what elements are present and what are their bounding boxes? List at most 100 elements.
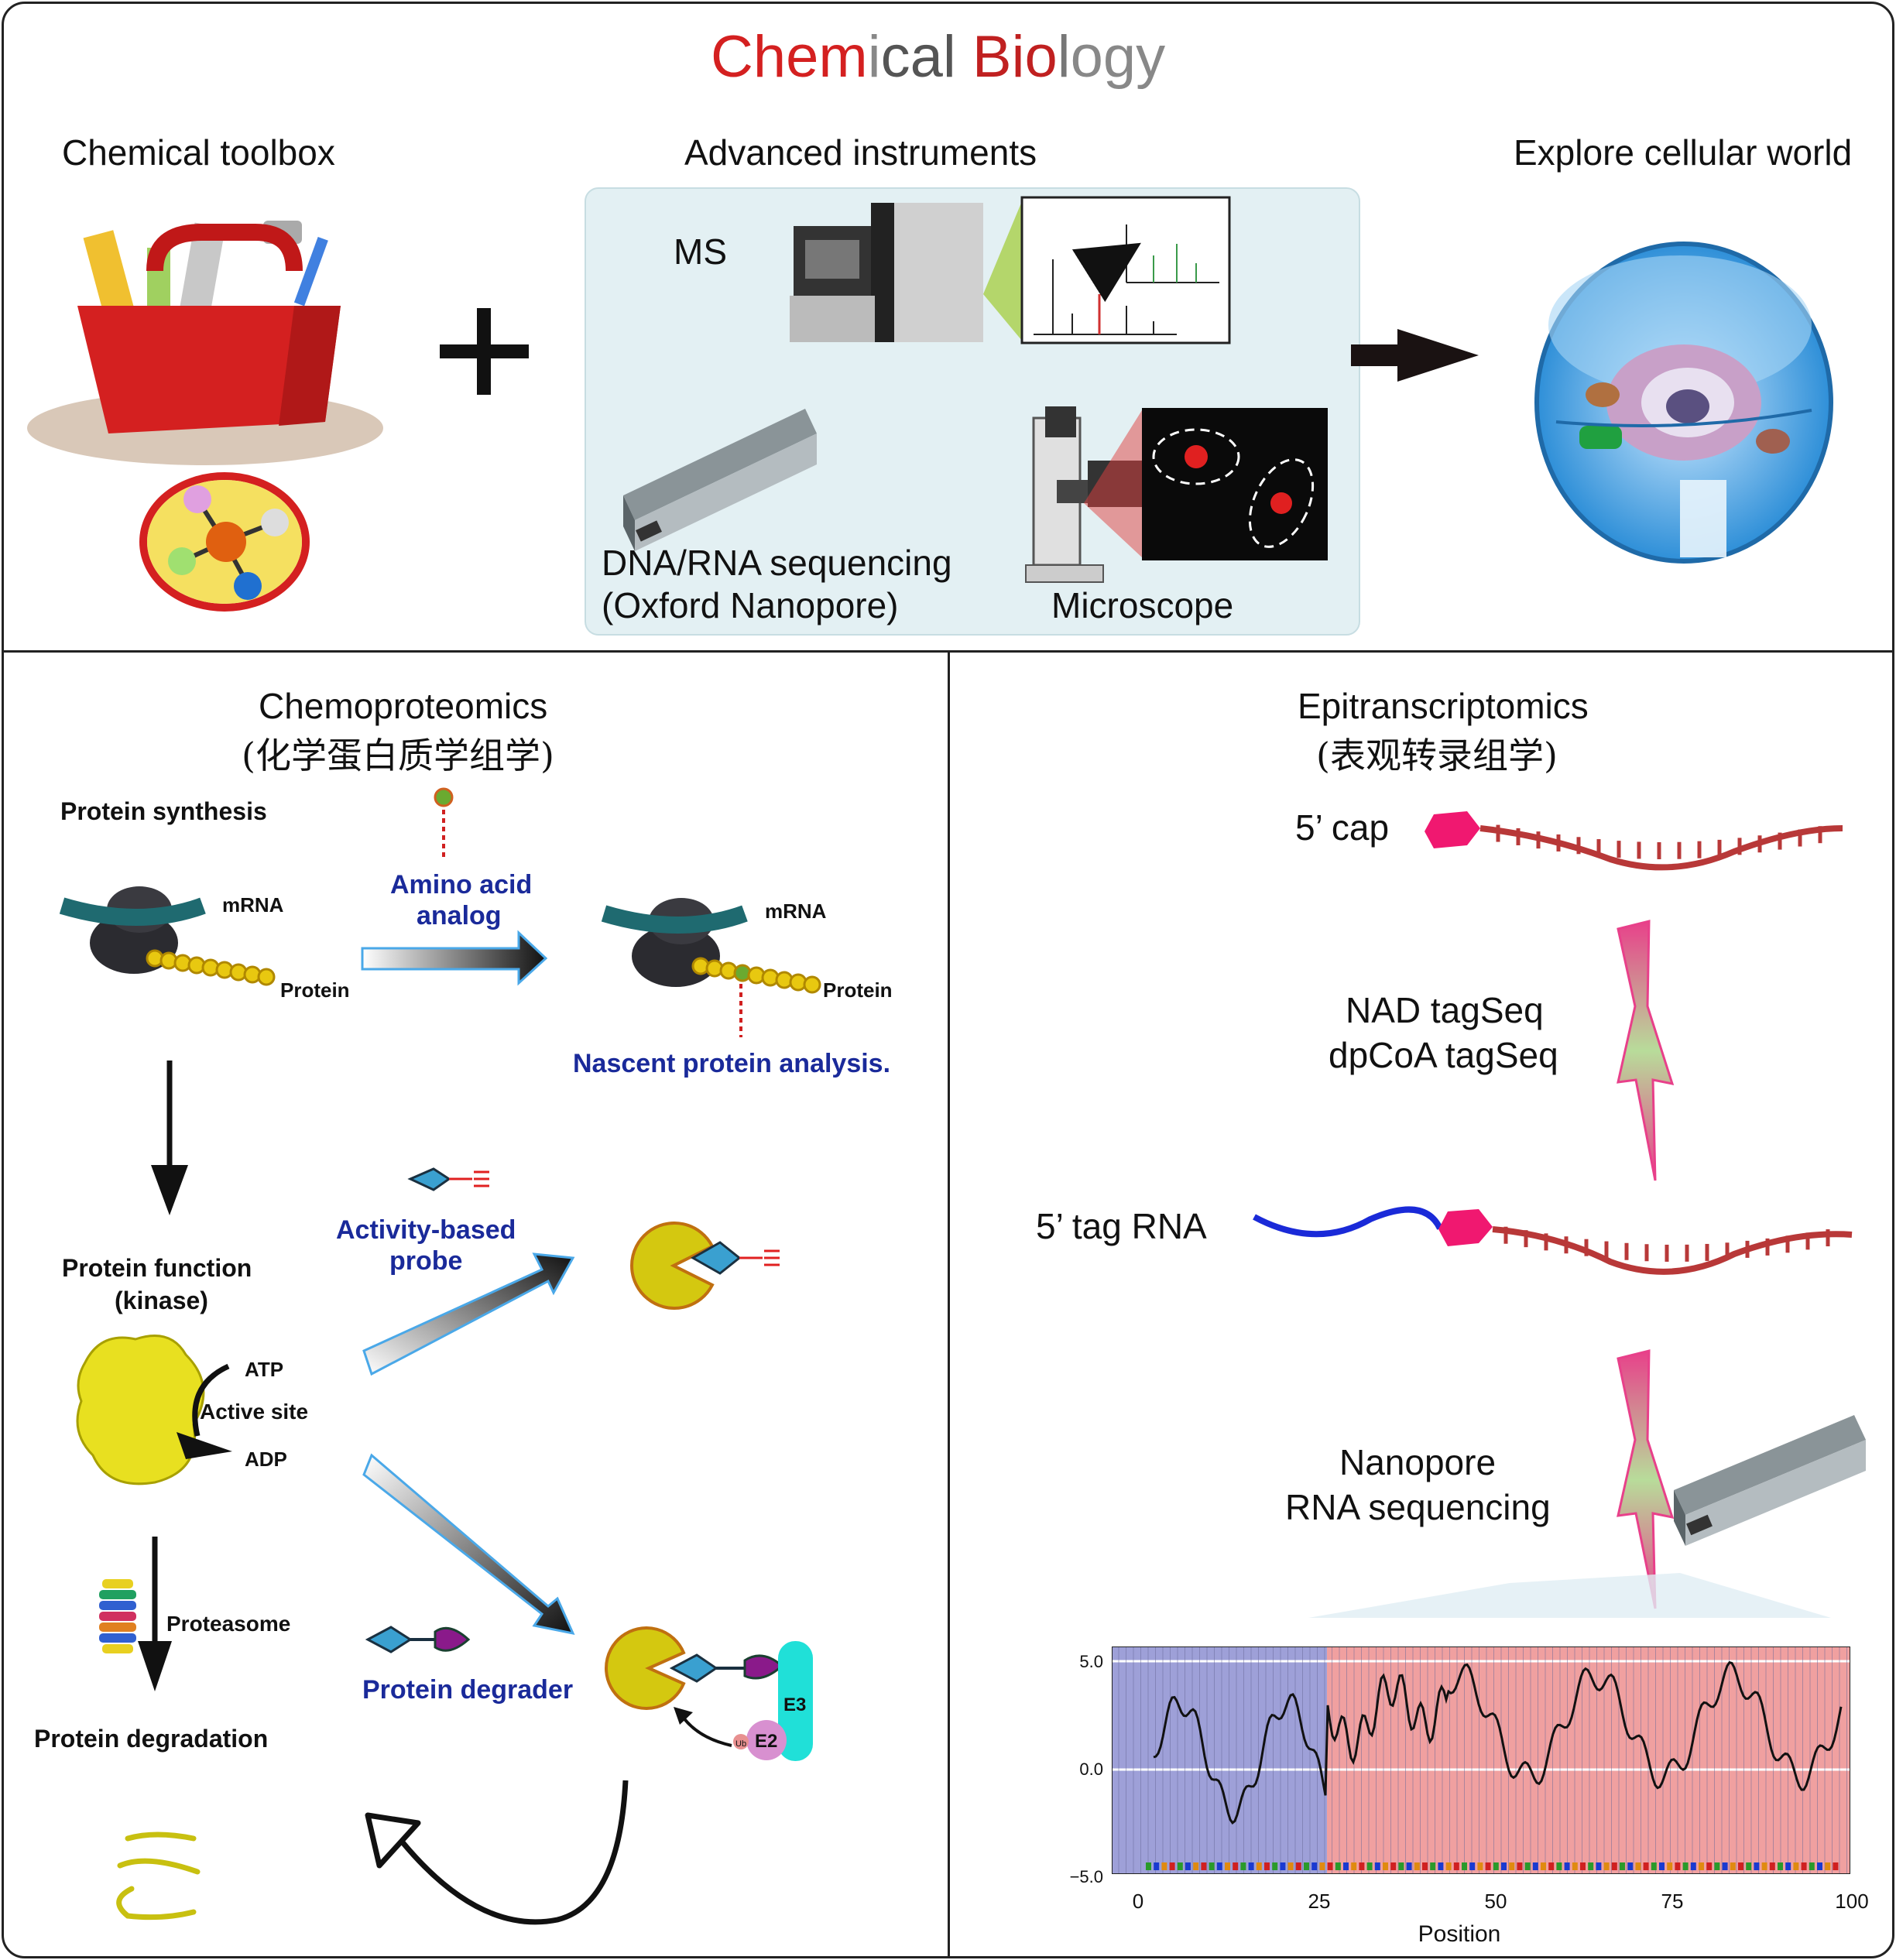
base-call-mark xyxy=(1469,1862,1476,1870)
base-call-mark xyxy=(1738,1862,1743,1870)
adp-label: ADP xyxy=(245,1448,287,1471)
signal-plot xyxy=(1112,1646,1850,1878)
base-call-mark xyxy=(1374,1862,1380,1870)
base-call-mark xyxy=(1343,1862,1349,1870)
base-call-mark xyxy=(1588,1862,1594,1870)
base-call-mark xyxy=(1287,1862,1294,1870)
nanopore-device-icon-2 xyxy=(1674,1415,1866,1546)
protein-function-label-2: (kinase) xyxy=(115,1287,208,1314)
base-call-mark xyxy=(1280,1862,1286,1870)
base-call-mark xyxy=(1453,1862,1459,1870)
base-call-mark xyxy=(1209,1862,1215,1870)
x-axis-label: Position xyxy=(1418,1921,1501,1947)
base-call-mark xyxy=(1169,1862,1175,1870)
molecule-icon xyxy=(139,472,310,612)
base-call-mark xyxy=(1161,1862,1167,1870)
amino-acid-analog-label-1: Amino acid xyxy=(390,870,533,899)
base-call-mark xyxy=(1532,1862,1538,1870)
base-call-mark xyxy=(1477,1862,1483,1870)
peptide-chain-icon-1 xyxy=(146,949,276,986)
recycle-arrow-icon xyxy=(365,1780,629,1925)
base-call-mark xyxy=(1809,1862,1815,1870)
chemoproteomics-heading: Chemoproteomics xyxy=(259,686,548,726)
epitranscriptomics-heading: Epitranscriptomics xyxy=(1298,686,1589,726)
base-call-mark xyxy=(1564,1862,1570,1870)
activity-probe-label-2: probe xyxy=(389,1246,463,1276)
base-call-mark xyxy=(1659,1862,1665,1870)
tagseq-label-2: dpCoA tagSeq xyxy=(1329,1035,1558,1075)
tagseq-arrow-icon xyxy=(1617,920,1675,1181)
base-call-mark xyxy=(1335,1862,1341,1870)
nanopore-device-icon xyxy=(623,409,817,551)
chemical-toolbox-label: Chemical toolbox xyxy=(62,132,335,173)
explore-cellular-world-label: Explore cellular world xyxy=(1514,132,1853,173)
base-call-mark xyxy=(1722,1862,1728,1870)
base-call-mark xyxy=(1651,1862,1657,1870)
mrna-label-1: mRNA xyxy=(222,893,284,917)
base-call-mark xyxy=(1778,1862,1783,1870)
synthesis-arrow-icon xyxy=(361,930,548,986)
base-call-mark xyxy=(1611,1862,1617,1870)
base-call-mark xyxy=(1445,1862,1452,1870)
nanopore-label-1: Nanopore xyxy=(1339,1442,1497,1482)
base-call-mark xyxy=(1383,1862,1388,1870)
base-call-mark xyxy=(1596,1862,1602,1870)
base-call-mark xyxy=(1366,1862,1373,1870)
base-call-mark xyxy=(1690,1862,1696,1870)
base-call-mark xyxy=(1761,1862,1767,1870)
y-tick-0: 0.0 xyxy=(1079,1760,1103,1779)
five-prime-cap-label: 5’ cap xyxy=(1295,807,1390,848)
active-site-label: Active site xyxy=(200,1400,309,1424)
base-call-mark xyxy=(1430,1862,1436,1870)
nanopore-label-2: RNA sequencing xyxy=(1285,1487,1551,1527)
enzyme-probe-complex-icon xyxy=(630,1222,780,1310)
y-tick-neg5: −5.0 xyxy=(1070,1867,1103,1886)
amino-acid-bead xyxy=(257,968,276,986)
protein-degradation-label: Protein degradation xyxy=(34,1725,269,1753)
base-call-mark xyxy=(1193,1862,1199,1870)
activity-probe-label-1: Activity-based xyxy=(336,1215,516,1245)
base-call-mark xyxy=(1556,1862,1562,1870)
tagseq-label-1: NAD tagSeq xyxy=(1346,990,1544,1030)
amino-acid-analog-icon xyxy=(434,787,454,859)
x-tick-50: 50 xyxy=(1485,1890,1507,1913)
base-call-mark xyxy=(1635,1862,1641,1870)
base-call-mark xyxy=(1154,1862,1160,1870)
protein-label-2: Protein xyxy=(823,978,893,1002)
e2-label: E2 xyxy=(755,1731,777,1752)
down-arrow-icon-2 xyxy=(138,1537,172,1691)
rna-bases-icon-1 xyxy=(1496,824,1822,859)
five-prime-tag-rna-label: 5’ tag RNA xyxy=(1036,1206,1207,1246)
epitranscriptomics-heading-cn: (表观转录组学) xyxy=(1316,735,1558,776)
title-part: Chem xyxy=(711,24,868,90)
base-call-mark xyxy=(1398,1862,1404,1870)
base-call-mark xyxy=(1572,1862,1578,1870)
base-call-mark xyxy=(1462,1862,1467,1870)
base-call-mark xyxy=(1825,1862,1831,1870)
base-call-mark xyxy=(1643,1862,1649,1870)
base-call-mark xyxy=(1185,1862,1191,1870)
base-call-mark xyxy=(1675,1862,1681,1870)
probe-arrow-icon xyxy=(362,1252,575,1376)
e3-label: E3 xyxy=(783,1694,806,1715)
microscope-icon xyxy=(1025,406,1328,583)
cell-icon xyxy=(1534,242,1833,564)
x-tick-0: 0 xyxy=(1133,1890,1143,1913)
base-call-mark xyxy=(1706,1862,1713,1870)
capped-rna-icon xyxy=(1425,811,1843,871)
base-call-mark xyxy=(1627,1862,1634,1870)
base-call-mark xyxy=(1667,1862,1673,1870)
title-part: ogy xyxy=(1070,24,1166,90)
mass-spectrometer-icon xyxy=(790,196,1231,344)
base-call-mark xyxy=(1359,1862,1365,1870)
atp-label: ATP xyxy=(245,1358,284,1381)
kinase-icon xyxy=(76,1335,232,1485)
base-call-mark xyxy=(1264,1862,1270,1870)
base-call-mark xyxy=(1272,1862,1278,1870)
x-tick-100: 100 xyxy=(1835,1890,1868,1913)
base-call-mark xyxy=(1406,1862,1412,1870)
base-call-mark xyxy=(1240,1862,1246,1870)
activity-probe-icon xyxy=(407,1167,489,1191)
tagged-rna-icon xyxy=(1253,1206,1853,1275)
base-call-mark xyxy=(1422,1862,1428,1870)
